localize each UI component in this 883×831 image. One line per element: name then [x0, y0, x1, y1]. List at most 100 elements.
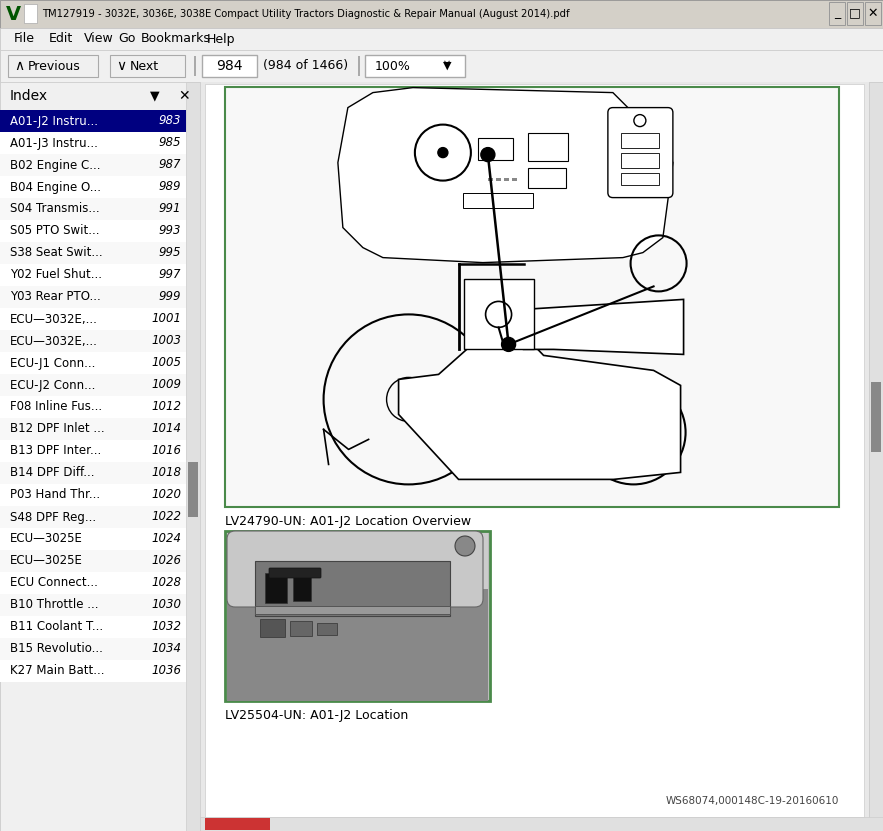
- Text: K27 Main Batt...: K27 Main Batt...: [10, 665, 104, 677]
- Bar: [200, 82, 869, 831]
- Text: Index: Index: [10, 89, 49, 103]
- Text: 1012: 1012: [151, 401, 181, 414]
- Circle shape: [438, 148, 448, 158]
- Text: ✕: ✕: [178, 89, 190, 103]
- Text: S38 Seat Swit...: S38 Seat Swit...: [10, 247, 102, 259]
- Bar: [621, 173, 659, 184]
- Text: 997: 997: [159, 268, 181, 282]
- Bar: [847, 2, 863, 25]
- Text: 1001: 1001: [151, 312, 181, 326]
- Text: TM127919 - 3032E, 3036E, 3038E Compact Utility Tractors Diagnostic & Repair Manu: TM127919 - 3032E, 3036E, 3038E Compact U…: [42, 9, 570, 19]
- Bar: [225, 87, 839, 507]
- Bar: [317, 623, 337, 635]
- Bar: [0, 550, 186, 572]
- Text: B02 Engine C...: B02 Engine C...: [10, 159, 101, 171]
- Bar: [0, 176, 186, 198]
- Bar: [0, 220, 186, 242]
- Bar: [0, 572, 186, 594]
- Bar: [0, 198, 186, 220]
- Text: S48 DPF Reg...: S48 DPF Reg...: [10, 510, 96, 524]
- Bar: [8, 55, 98, 77]
- Text: ECU-J2 Conn...: ECU-J2 Conn...: [10, 378, 95, 391]
- Bar: [0, 28, 883, 50]
- Text: P03 Hand Thr...: P03 Hand Thr...: [10, 489, 100, 501]
- Bar: [512, 178, 517, 180]
- Bar: [290, 621, 312, 636]
- Bar: [0, 286, 186, 308]
- Text: Y03 Rear PTO...: Y03 Rear PTO...: [10, 291, 101, 303]
- Bar: [0, 396, 186, 418]
- Text: File: File: [14, 32, 35, 46]
- Text: 1003: 1003: [151, 335, 181, 347]
- Bar: [0, 616, 186, 638]
- Bar: [194, 56, 196, 76]
- Bar: [0, 110, 186, 132]
- Polygon shape: [524, 299, 683, 354]
- Bar: [225, 531, 490, 701]
- Text: B11 Coolant T...: B11 Coolant T...: [10, 621, 103, 633]
- Text: S05 PTO Swit...: S05 PTO Swit...: [10, 224, 100, 238]
- Text: B14 DPF Diff...: B14 DPF Diff...: [10, 466, 94, 479]
- Text: 984: 984: [215, 59, 242, 73]
- Circle shape: [481, 148, 494, 161]
- Text: ▼: ▼: [442, 61, 451, 71]
- Text: 1020: 1020: [151, 489, 181, 501]
- Bar: [24, 4, 37, 23]
- Bar: [205, 84, 864, 817]
- Bar: [227, 589, 488, 701]
- Text: 1014: 1014: [151, 422, 181, 435]
- Text: 1036: 1036: [151, 665, 181, 677]
- Text: ✕: ✕: [868, 7, 879, 19]
- Bar: [0, 154, 186, 176]
- Bar: [869, 82, 883, 831]
- Bar: [205, 818, 270, 830]
- Text: B13 DPF Inter...: B13 DPF Inter...: [10, 445, 102, 458]
- Bar: [110, 55, 185, 77]
- Bar: [871, 382, 881, 452]
- Bar: [496, 178, 501, 180]
- Text: Next: Next: [130, 60, 159, 72]
- Text: Go: Go: [118, 32, 136, 46]
- Text: 100%: 100%: [375, 60, 411, 72]
- Bar: [0, 660, 186, 682]
- Bar: [478, 138, 513, 160]
- Bar: [186, 82, 200, 831]
- Bar: [202, 55, 257, 77]
- Text: 1024: 1024: [151, 533, 181, 545]
- Bar: [0, 484, 186, 506]
- Bar: [255, 561, 450, 616]
- Text: V: V: [6, 4, 21, 23]
- Text: WS68074,000148C-19-20160610: WS68074,000148C-19-20160610: [666, 796, 839, 806]
- Bar: [358, 56, 360, 76]
- Text: 1028: 1028: [151, 577, 181, 589]
- Text: View: View: [84, 32, 113, 46]
- Text: A01-J2 Instru...: A01-J2 Instru...: [10, 115, 98, 127]
- Bar: [365, 55, 465, 77]
- Text: 993: 993: [159, 224, 181, 238]
- Text: 1030: 1030: [151, 598, 181, 612]
- Text: 991: 991: [159, 203, 181, 215]
- Bar: [621, 153, 659, 168]
- Text: ECU—3025E: ECU—3025E: [10, 554, 83, 568]
- Text: ∨: ∨: [116, 59, 126, 73]
- Text: Edit: Edit: [49, 32, 73, 46]
- Text: ECU Connect...: ECU Connect...: [10, 577, 98, 589]
- Bar: [528, 168, 566, 188]
- Text: A01-J3 Instru...: A01-J3 Instru...: [10, 136, 98, 150]
- Text: F08 Inline Fus...: F08 Inline Fus...: [10, 401, 102, 414]
- Text: Previous: Previous: [28, 60, 80, 72]
- Bar: [0, 308, 186, 330]
- Text: 985: 985: [159, 136, 181, 150]
- Text: (984 of 1466): (984 of 1466): [263, 60, 348, 72]
- Text: 983: 983: [159, 115, 181, 127]
- Text: B10 Throttle ...: B10 Throttle ...: [10, 598, 99, 612]
- Text: LV25504-UN: A01-J2 Location: LV25504-UN: A01-J2 Location: [225, 709, 408, 721]
- Bar: [0, 264, 186, 286]
- Bar: [0, 352, 186, 374]
- Text: Help: Help: [207, 32, 235, 46]
- Circle shape: [455, 536, 475, 556]
- Bar: [255, 606, 450, 614]
- Polygon shape: [338, 87, 673, 263]
- Bar: [0, 418, 186, 440]
- Text: LV24790-UN: A01-J2 Location Overview: LV24790-UN: A01-J2 Location Overview: [225, 514, 472, 528]
